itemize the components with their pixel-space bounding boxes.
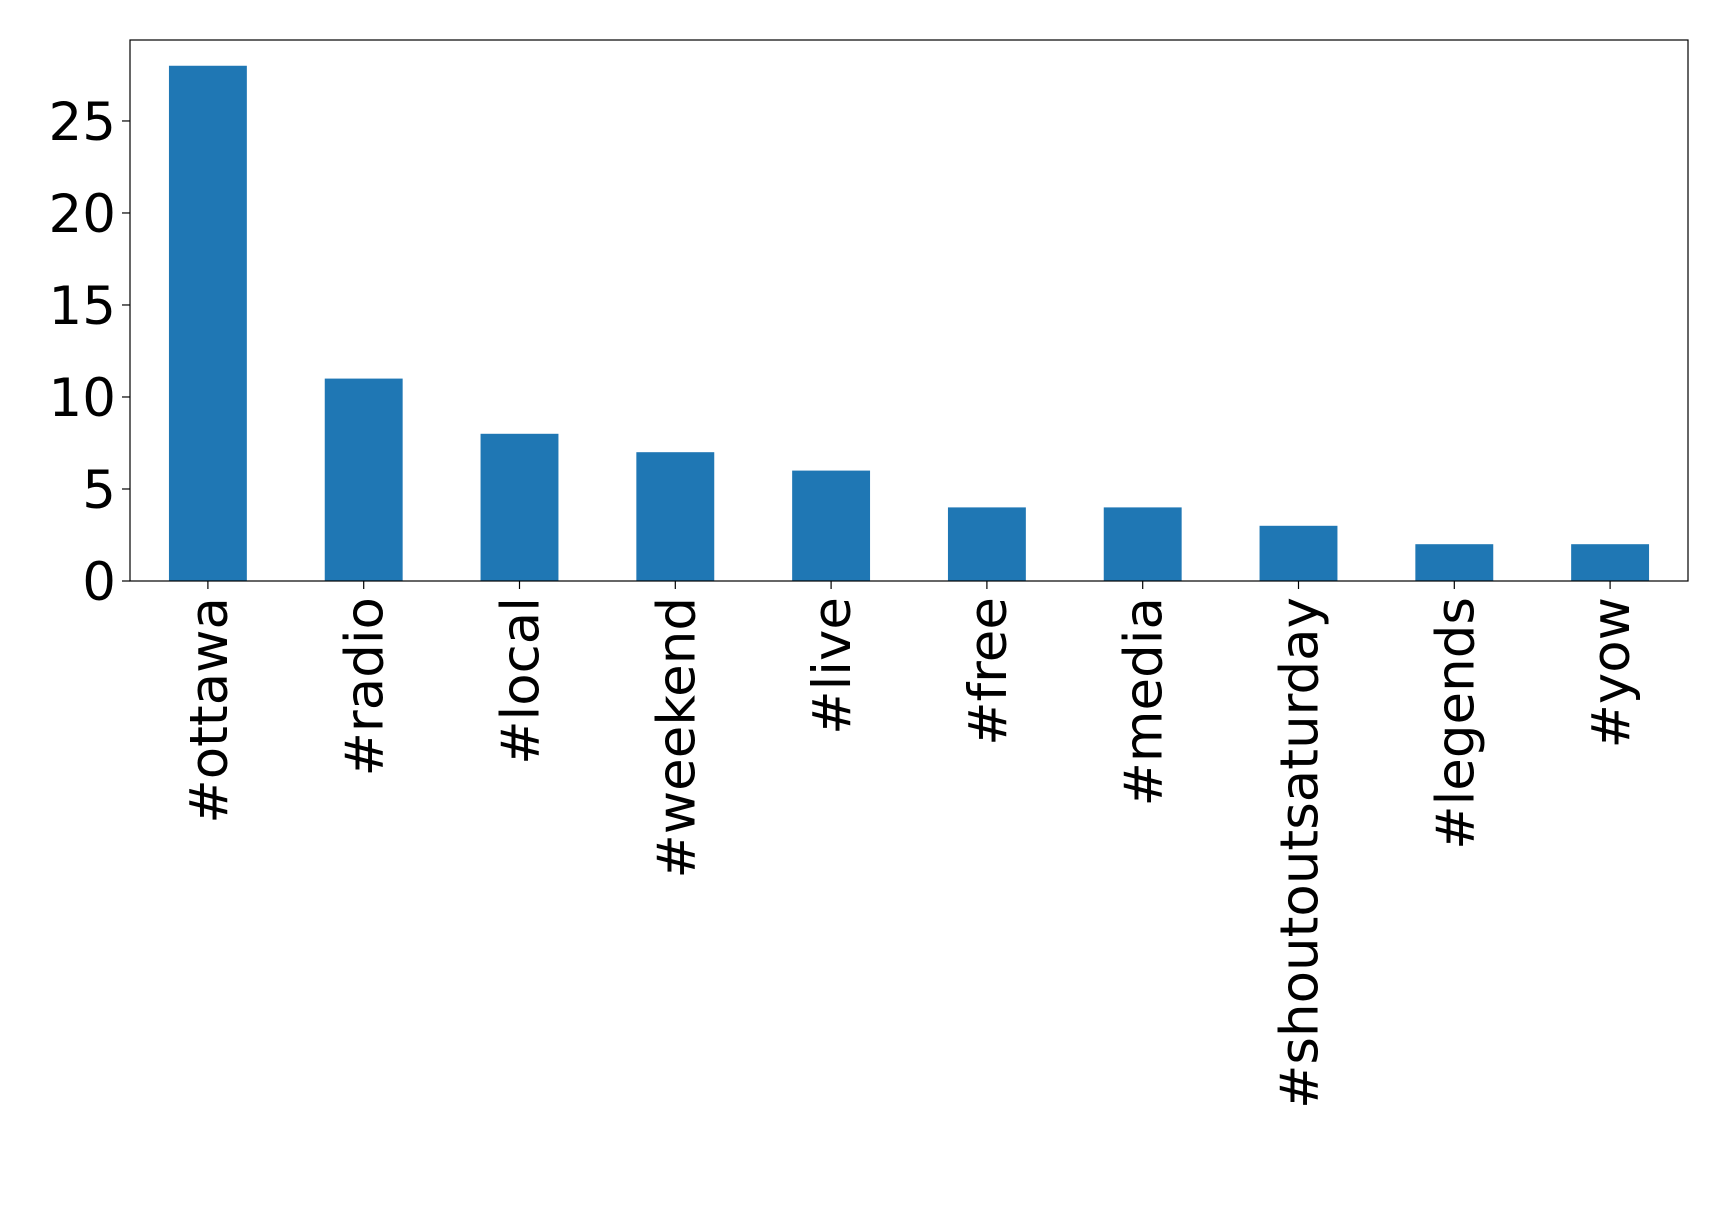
bar: [1103, 507, 1182, 581]
bar: [1571, 544, 1650, 581]
y-tick-label: 0: [82, 552, 116, 613]
y-tick-label: 20: [49, 184, 116, 245]
y-tick-label: 10: [49, 368, 116, 429]
x-tick-label: #legends: [1425, 597, 1486, 850]
y-tick-label: 25: [49, 92, 116, 153]
x-tick-label: #live: [802, 597, 863, 735]
bar: [480, 433, 559, 581]
y-tick-label: 5: [82, 460, 116, 521]
x-tick-label: #weekend: [646, 597, 707, 879]
bar: [324, 378, 403, 581]
x-tick-label: #yow: [1581, 597, 1642, 749]
bar: [636, 452, 715, 581]
y-tick-label: 15: [49, 276, 116, 337]
x-tick-label: #shoutoutsaturday: [1270, 597, 1331, 1109]
bar: [947, 507, 1026, 581]
bar: [168, 65, 247, 581]
plot-frame: [129, 39, 1689, 582]
x-tick-label: #local: [491, 597, 552, 765]
x-tick-label: #free: [958, 597, 1019, 746]
bar: [1415, 544, 1494, 581]
x-tick-label: #ottawa: [179, 597, 240, 824]
x-tick-label: #media: [1114, 597, 1175, 807]
x-tick-label: #radio: [335, 597, 396, 776]
bar: [1259, 525, 1338, 581]
bar: [792, 470, 871, 581]
